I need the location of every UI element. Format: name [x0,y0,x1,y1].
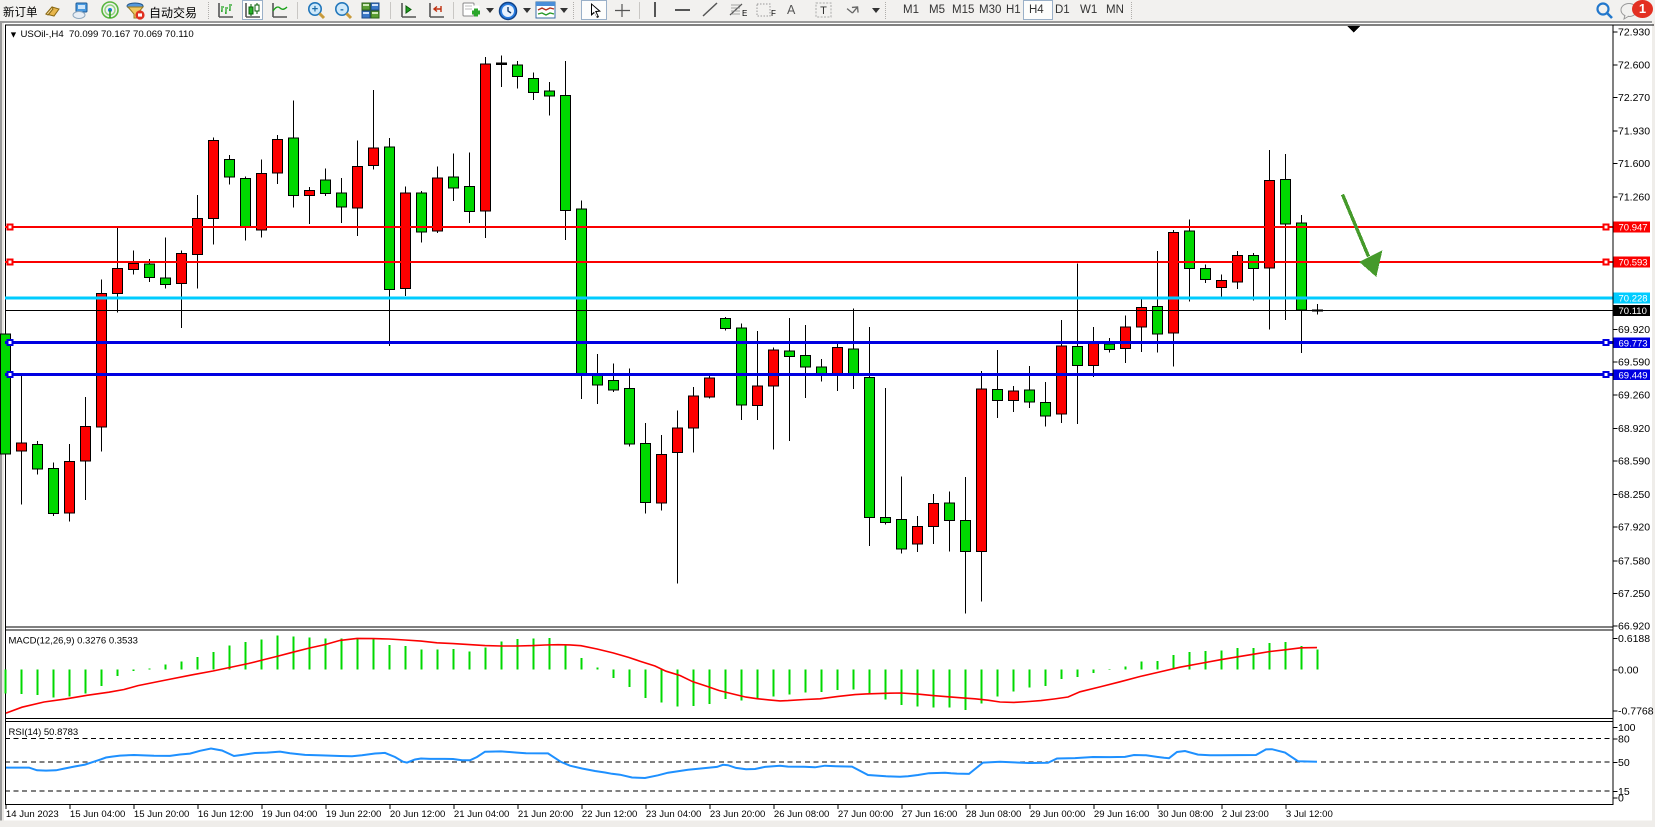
svg-text:29 Jun 00:00: 29 Jun 00:00 [1030,809,1085,820]
svg-text:-: - [340,4,344,16]
svg-text:23 Jun 04:00: 23 Jun 04:00 [646,809,701,820]
svg-text:67.920: 67.920 [1618,522,1650,534]
svg-text:71.260: 71.260 [1618,192,1650,204]
svg-text:26 Jun 08:00: 26 Jun 08:00 [774,809,829,820]
svg-text:▼: ▼ [9,30,18,40]
svg-text:69.449: 69.449 [1619,370,1648,381]
svg-text:0.00: 0.00 [1618,664,1639,676]
svg-text:72.270: 72.270 [1618,92,1650,104]
svg-text:F: F [771,9,776,18]
svg-text:70.110: 70.110 [1619,306,1647,317]
svg-text:MACD(12,26,9) 0.3276 0.3533: MACD(12,26,9) 0.3276 0.3533 [9,636,138,647]
svg-text:69.920: 69.920 [1618,324,1650,336]
svg-text:E: E [742,9,747,18]
svg-text:67.250: 67.250 [1618,588,1650,600]
svg-text:20 Jun 12:00: 20 Jun 12:00 [390,809,445,820]
svg-text:19 Jun 04:00: 19 Jun 04:00 [262,809,317,820]
svg-text:67.580: 67.580 [1618,555,1650,567]
svg-text:23 Jun 20:00: 23 Jun 20:00 [710,809,765,820]
svg-text:RSI(14) 50.8783: RSI(14) 50.8783 [9,727,79,738]
svg-text:16 Jun 12:00: 16 Jun 12:00 [198,809,253,820]
svg-text:0: 0 [1618,793,1624,805]
svg-text:+: + [312,4,318,16]
svg-text:71.930: 71.930 [1618,126,1650,138]
svg-text:69.773: 69.773 [1619,338,1648,349]
svg-text:68.920: 68.920 [1618,423,1650,435]
svg-text:2 Jul 23:00: 2 Jul 23:00 [1222,809,1269,820]
svg-text:22 Jun 12:00: 22 Jun 12:00 [582,809,637,820]
svg-text:27 Jun 00:00: 27 Jun 00:00 [838,809,893,820]
svg-text:66.920: 66.920 [1618,621,1650,633]
svg-text:72.600: 72.600 [1618,59,1650,71]
svg-text:3 Jul 12:00: 3 Jul 12:00 [1286,809,1333,820]
svg-text:80: 80 [1618,734,1630,746]
svg-text:14 Jun 2023: 14 Jun 2023 [6,809,59,820]
svg-text:0.6188: 0.6188 [1618,633,1650,645]
svg-text:15: 15 [1618,786,1630,798]
svg-text:100: 100 [1618,722,1636,734]
svg-text:70.228: 70.228 [1619,293,1648,304]
svg-text:T: T [820,5,827,17]
svg-text:19 Jun 22:00: 19 Jun 22:00 [326,809,381,820]
svg-text:15 Jun 20:00: 15 Jun 20:00 [134,809,189,820]
svg-text:-0.7768: -0.7768 [1618,705,1654,717]
svg-text:50: 50 [1618,757,1630,769]
svg-text:69.260: 69.260 [1618,389,1650,401]
svg-text:70.947: 70.947 [1619,223,1648,234]
svg-text:21 Jun 20:00: 21 Jun 20:00 [518,809,573,820]
svg-text:29 Jun 16:00: 29 Jun 16:00 [1094,809,1149,820]
svg-text:69.590: 69.590 [1618,357,1650,369]
svg-text:28 Jun 08:00: 28 Jun 08:00 [966,809,1021,820]
svg-text:15 Jun 04:00: 15 Jun 04:00 [70,809,125,820]
svg-text:68.250: 68.250 [1618,489,1650,501]
svg-text:71.600: 71.600 [1618,158,1650,170]
svg-text:72.930: 72.930 [1618,27,1650,39]
svg-text:27 Jun 16:00: 27 Jun 16:00 [902,809,957,820]
svg-text:68.590: 68.590 [1618,456,1650,468]
svg-text:70.593: 70.593 [1619,258,1648,269]
svg-text:30 Jun 08:00: 30 Jun 08:00 [1158,809,1213,820]
svg-text:USOil-,H4 70.099 70.167 70.06: USOil-,H4 70.099 70.167 70.069 70.110 [21,29,194,40]
svg-text:21 Jun 04:00: 21 Jun 04:00 [454,809,509,820]
